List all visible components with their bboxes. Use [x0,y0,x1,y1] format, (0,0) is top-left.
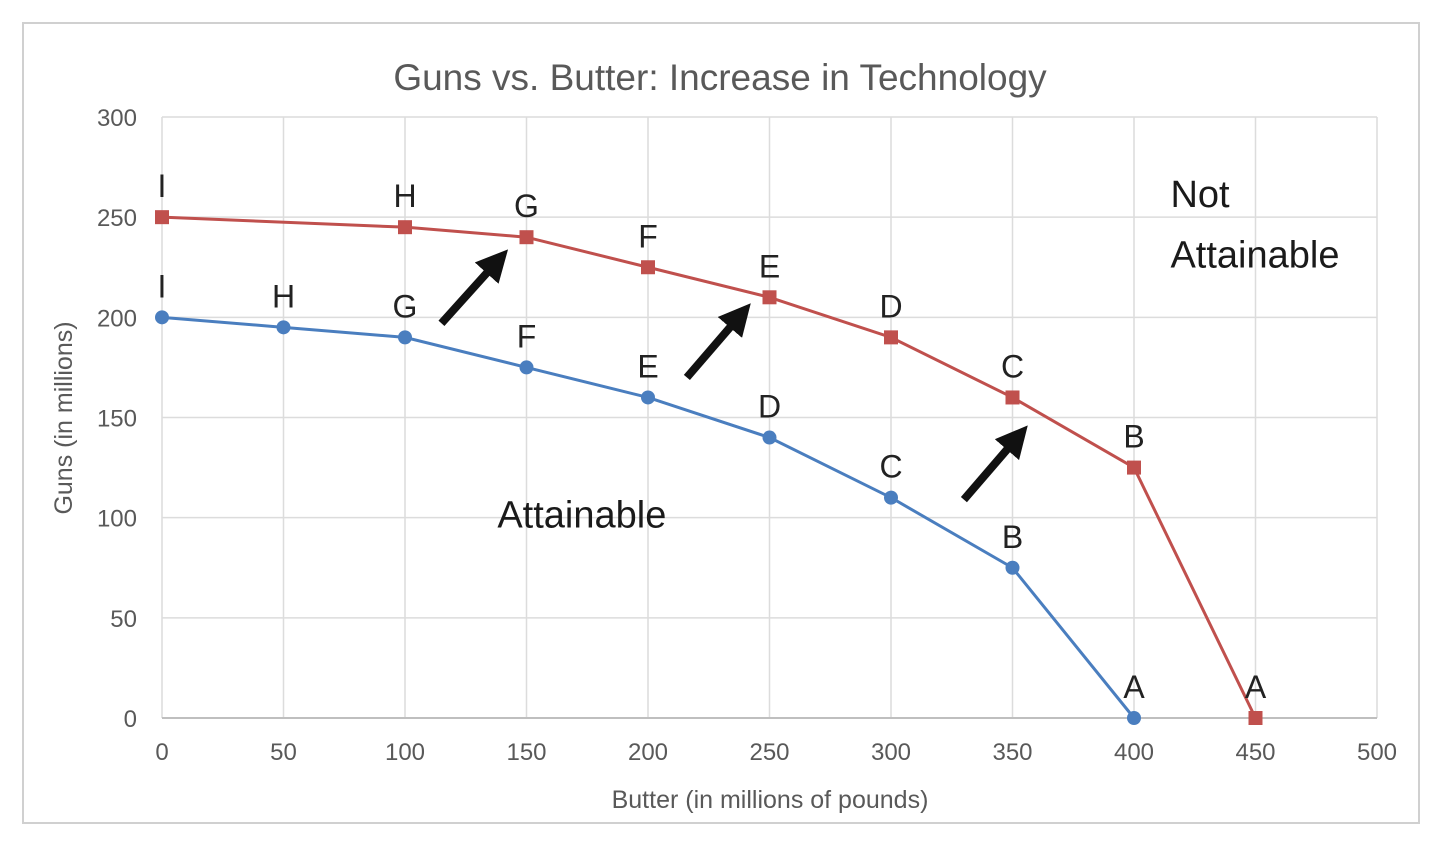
data-point-square [398,220,412,235]
chart-frame [22,22,1420,824]
series-line [161,215,1257,719]
tick-labels: 0 50 100 150 200 250 300 350 400 450 500 0 50 100 150 2… [97,105,1397,766]
point-label: H [393,178,416,214]
point-label: G [514,188,539,224]
x-tick-label: 300 [871,739,911,766]
x-tick-label: 450 [1235,739,1275,766]
data-point-square [641,260,655,275]
region-annotation: Attainable [1170,234,1339,276]
y-tick-label: 150 [97,406,137,433]
series-1: I H G F E D C B A [155,268,1145,725]
y-axis-label: Guns (in millions) [50,321,78,514]
y-tick-label: 50 [110,606,137,633]
data-point-circle [762,430,777,445]
data-point-square [1127,460,1141,475]
data-point-square [519,230,534,245]
point-label: B [1123,419,1144,455]
data-point-circle [276,320,291,335]
data-point-circle [641,390,655,405]
series-group: I H G F E D C B A I H G F E D C B A [155,168,1267,725]
point-label: A [1123,669,1145,705]
data-point-circle [155,310,169,325]
x-tick-label: 250 [749,739,789,766]
point-label: D [758,389,781,425]
point-label: D [879,288,902,324]
shift-arrow-icon [683,303,751,381]
x-tick-label: 100 [385,739,425,766]
shift-arrow-icon [960,425,1028,503]
point-label: B [1002,519,1023,555]
point-label: F [517,318,537,354]
data-point-square [884,330,898,345]
data-point-square [1005,390,1020,405]
data-point-square [762,290,777,305]
point-label: C [1001,348,1024,384]
region-annotation: Attainable [497,495,666,537]
y-tick-label: 0 [124,706,137,733]
series-2: I H G F E D C B A [155,168,1267,725]
chart-title: Guns vs. Butter: Increase in Technology [393,57,1047,98]
x-axis-label: Butter (in millions of pounds) [612,786,929,814]
x-tick-label: 350 [992,739,1032,766]
shift-arrow-icon [438,249,509,327]
y-tick-label: 200 [97,305,137,332]
x-tick-label: 150 [506,739,546,766]
region-annotation: Not [1170,174,1230,216]
data-point-square [1248,711,1263,725]
x-tick-label: 50 [270,739,297,766]
point-label: I [158,268,167,304]
point-label: F [638,218,658,254]
point-label: E [637,348,658,384]
y-tick-label: 100 [97,506,137,533]
data-point-circle [519,360,534,375]
x-tick-label: 500 [1357,739,1397,766]
point-label: C [879,449,902,485]
x-tick-label: 400 [1114,739,1154,766]
data-point-square [155,210,169,225]
x-tick-label: 200 [628,739,668,766]
point-label: G [393,288,418,324]
point-label: I [158,168,167,204]
annotations: Not Attainable Attainable [438,174,1339,537]
y-tick-label: 250 [97,205,137,232]
data-point-circle [398,330,412,345]
x-tick-label: 0 [155,739,168,766]
data-point-circle [884,490,898,505]
data-point-circle [1127,711,1141,725]
data-point-circle [1005,560,1020,575]
point-label: H [272,278,295,314]
gridlines [161,116,1378,719]
point-label: E [759,248,780,284]
point-label: A [1245,669,1267,705]
y-tick-label: 300 [97,105,137,132]
